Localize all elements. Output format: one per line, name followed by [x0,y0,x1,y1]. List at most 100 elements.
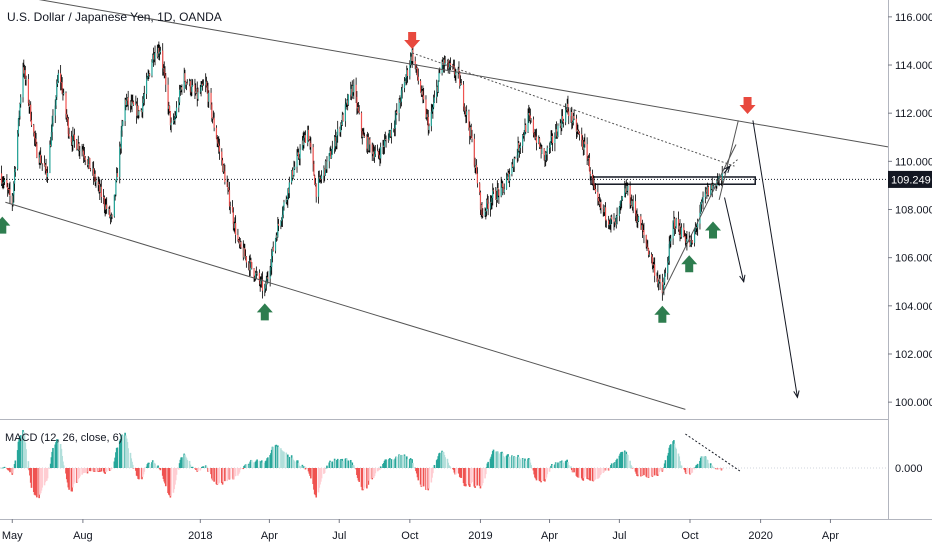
up-arrow-marker-icon[interactable] [681,255,698,273]
candle-down [298,157,300,159]
time-tick-label: May [2,530,23,542]
candle-up [469,127,472,136]
time-axis[interactable]: May Aug 2018 Apr Jul Oct 2019 Apr Jul Oct 2020 Apr [2,519,839,542]
candle-down [310,142,312,148]
macd-histogram-bar [13,468,15,470]
macd-histogram-bar [686,468,688,474]
candle-down [422,90,424,96]
candle-up [254,272,257,279]
candle-down [253,268,255,278]
candle-up [448,67,450,69]
candle-down [250,260,252,263]
candle-down [379,155,381,159]
candle-down [651,254,653,257]
candle-down [641,225,643,231]
up-arrow-marker-icon[interactable] [0,216,11,234]
candle-down [399,99,401,103]
candle-down [99,184,101,192]
candle-down [552,135,554,143]
candle-up [663,282,665,290]
current-price-label: 109.249 [888,170,932,188]
candle-up [337,128,339,136]
candle-up [353,84,355,93]
candle-up [432,107,434,112]
candle-down [518,142,520,151]
candle-down [240,241,242,248]
candle-down [221,160,224,172]
candle-up [697,223,699,228]
candle-up [191,85,193,92]
trend-line-1[interactable] [0,0,889,148]
projection-arrow-3[interactable] [723,165,731,174]
macd-histogram-bar [721,468,724,470]
candle-up [383,140,386,147]
candle-up [541,148,543,154]
macd-histogram-bar [315,468,318,498]
up-arrow-marker-icon[interactable] [654,305,671,323]
candle-up [608,224,610,226]
trend-line-2[interactable] [5,201,686,410]
projection-arrow-2[interactable] [752,120,798,398]
macd-histogram-bar [110,468,113,470]
candle-up [49,144,51,173]
macd-histogram-bar [277,446,280,468]
candle-down [479,183,481,193]
trend-line-6[interactable] [726,158,739,169]
candle-up [437,80,439,92]
candle-down [498,190,500,196]
macd-histogram-bar [630,466,633,468]
macd-histogram-bar [188,460,191,468]
macd-histogram-bar [675,448,677,468]
candle-up [95,181,97,183]
trend-line-5[interactable] [718,120,739,200]
candle-up [551,135,553,138]
candle-up [266,277,268,285]
candle-down [97,181,99,186]
candle-down [691,240,693,243]
macd-histogram-bar [627,454,629,468]
resistance-box[interactable] [590,176,756,185]
candle-up [168,105,170,109]
time-tick-label: Oct [401,530,418,542]
candle-down [291,170,294,178]
candle-down [89,168,92,170]
candle-up [421,90,423,95]
candle-down [463,106,465,111]
candle-up [549,141,551,148]
macd-pane[interactable] [0,430,888,499]
candle-down [452,65,455,67]
candle-down [605,219,607,221]
macd-histogram-bar [87,468,90,472]
down-arrow-marker-icon[interactable] [404,31,421,49]
macd-histogram-bar [3,466,6,468]
macd-histogram-bar [49,468,51,469]
candle-up [702,196,704,202]
up-arrow-marker-icon[interactable] [256,303,273,321]
candle-down [357,107,360,112]
candle-up [57,73,59,82]
price-axis[interactable]: 116.000 114.000 112.000 110.000 108.000 106.0… [888,12,932,475]
projection-arrow-1[interactable] [724,197,745,282]
candle-down [556,135,558,137]
candle-up [668,243,670,261]
trend-line-3[interactable] [411,52,735,167]
candle-down [196,88,198,99]
macd-histogram-bar [432,468,435,469]
candle-up [249,260,251,271]
macd-histogram-bar [551,465,554,468]
candle-up [637,216,640,222]
main-pane[interactable] [0,0,889,410]
candle-down [710,184,713,189]
macd-histogram-bar [12,468,14,474]
price-tick-label: 102.000 [895,349,932,361]
candle-down [427,117,429,130]
down-arrow-marker-icon[interactable] [739,96,756,114]
macd-trend-line[interactable] [685,433,741,472]
macd-histogram-bar [323,468,326,473]
macd-histogram-bar [530,464,532,468]
candle-up [114,194,116,196]
candle-up [588,157,590,159]
candle-up [576,129,578,132]
candle-up [293,168,295,176]
up-arrow-marker-icon[interactable] [705,221,722,239]
